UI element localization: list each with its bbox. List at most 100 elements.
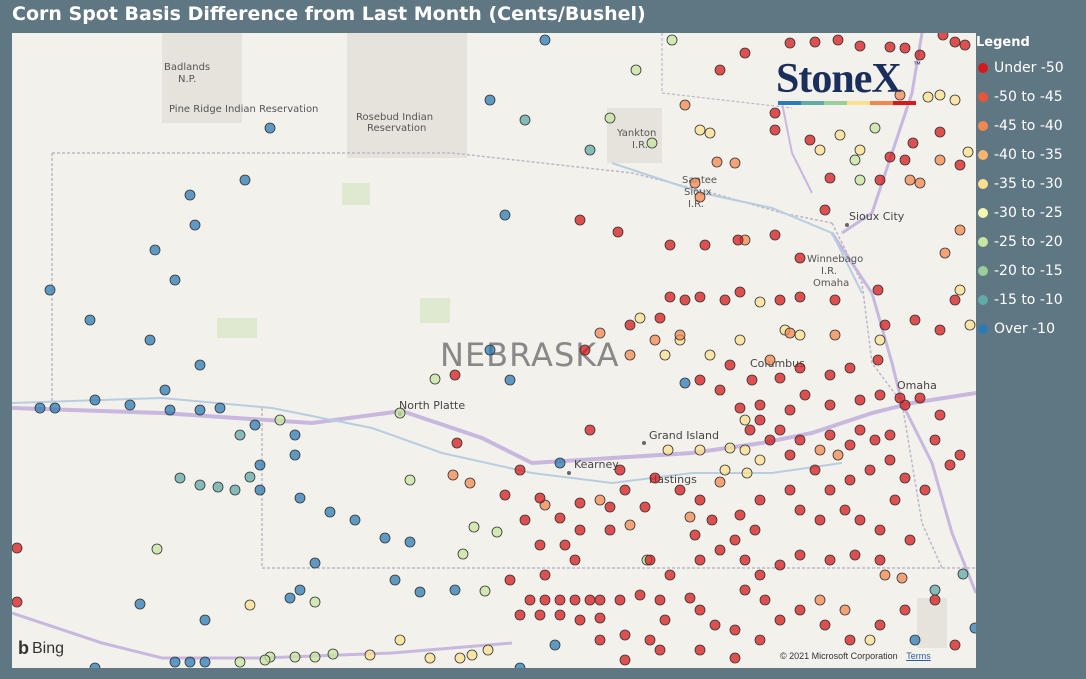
elevator-point[interactable] bbox=[874, 524, 886, 536]
elevator-point[interactable] bbox=[539, 594, 551, 606]
elevator-point[interactable] bbox=[429, 373, 441, 385]
elevator-point[interactable] bbox=[679, 99, 691, 111]
elevator-point[interactable] bbox=[504, 574, 516, 586]
elevator-point[interactable] bbox=[724, 442, 736, 454]
elevator-point[interactable] bbox=[574, 497, 586, 509]
elevator-point[interactable] bbox=[309, 557, 321, 569]
elevator-point[interactable] bbox=[714, 476, 726, 488]
elevator-point[interactable] bbox=[684, 592, 696, 604]
elevator-point[interactable] bbox=[199, 656, 211, 668]
elevator-point[interactable] bbox=[754, 454, 766, 466]
elevator-point[interactable] bbox=[794, 329, 806, 341]
elevator-point[interactable] bbox=[679, 377, 691, 389]
elevator-point[interactable] bbox=[569, 594, 581, 606]
legend-item[interactable]: Over -10 bbox=[978, 319, 1055, 339]
elevator-point[interactable] bbox=[769, 124, 781, 136]
elevator-point[interactable] bbox=[294, 584, 306, 596]
elevator-point[interactable] bbox=[289, 449, 301, 461]
legend-item[interactable]: Under -50 bbox=[978, 58, 1064, 78]
elevator-point[interactable] bbox=[612, 226, 624, 238]
elevator-point[interactable] bbox=[594, 634, 606, 646]
elevator-point[interactable] bbox=[832, 34, 844, 46]
elevator-point[interactable] bbox=[524, 594, 536, 606]
elevator-point[interactable] bbox=[604, 524, 616, 536]
elevator-point[interactable] bbox=[739, 584, 751, 596]
elevator-point[interactable] bbox=[759, 594, 771, 606]
elevator-point[interactable] bbox=[124, 399, 136, 411]
elevator-point[interactable] bbox=[929, 434, 941, 446]
elevator-point[interactable] bbox=[394, 634, 406, 646]
elevator-point[interactable] bbox=[604, 112, 616, 124]
elevator-point[interactable] bbox=[774, 294, 786, 306]
elevator-point[interactable] bbox=[949, 294, 961, 306]
elevator-point[interactable] bbox=[414, 586, 426, 598]
elevator-point[interactable] bbox=[784, 484, 796, 496]
elevator-point[interactable] bbox=[619, 654, 631, 666]
elevator-point[interactable] bbox=[34, 402, 46, 414]
elevator-point[interactable] bbox=[584, 144, 596, 156]
elevator-point[interactable] bbox=[619, 484, 631, 496]
elevator-point[interactable] bbox=[744, 424, 756, 436]
elevator-point[interactable] bbox=[454, 652, 466, 664]
elevator-point[interactable] bbox=[634, 589, 646, 601]
legend-item[interactable]: -45 to -40 bbox=[978, 116, 1063, 136]
elevator-point[interactable] bbox=[482, 644, 494, 656]
elevator-point[interactable] bbox=[824, 554, 836, 566]
elevator-point[interactable] bbox=[814, 144, 826, 156]
elevator-point[interactable] bbox=[774, 372, 786, 384]
elevator-point[interactable] bbox=[684, 511, 696, 523]
elevator-point[interactable] bbox=[451, 437, 463, 449]
elevator-point[interactable] bbox=[649, 472, 661, 484]
elevator-point[interactable] bbox=[584, 424, 596, 436]
elevator-point[interactable] bbox=[689, 177, 701, 189]
elevator-point[interactable] bbox=[284, 592, 296, 604]
elevator-point[interactable] bbox=[774, 614, 786, 626]
elevator-point[interactable] bbox=[184, 656, 196, 668]
elevator-point[interactable] bbox=[964, 319, 976, 331]
elevator-point[interactable] bbox=[814, 594, 826, 606]
elevator-point[interactable] bbox=[404, 536, 416, 548]
elevator-point[interactable] bbox=[674, 484, 686, 496]
elevator-point[interactable] bbox=[624, 319, 636, 331]
elevator-point[interactable] bbox=[844, 362, 856, 374]
elevator-point[interactable] bbox=[594, 612, 606, 624]
elevator-point[interactable] bbox=[394, 407, 406, 419]
elevator-point[interactable] bbox=[754, 399, 766, 411]
elevator-point[interactable] bbox=[934, 154, 946, 166]
elevator-point[interactable] bbox=[819, 204, 831, 216]
elevator-point[interactable] bbox=[864, 464, 876, 476]
elevator-point[interactable] bbox=[794, 291, 806, 303]
elevator-point[interactable] bbox=[449, 584, 461, 596]
elevator-point[interactable] bbox=[584, 594, 596, 606]
elevator-point[interactable] bbox=[644, 634, 656, 646]
elevator-point[interactable] bbox=[957, 568, 969, 580]
elevator-point[interactable] bbox=[864, 634, 876, 646]
elevator-point[interactable] bbox=[814, 514, 826, 526]
elevator-point[interactable] bbox=[734, 334, 746, 346]
elevator-point[interactable] bbox=[934, 409, 946, 421]
elevator-point[interactable] bbox=[739, 444, 751, 456]
elevator-point[interactable] bbox=[844, 439, 856, 451]
elevator-point[interactable] bbox=[899, 472, 911, 484]
elevator-point[interactable] bbox=[884, 429, 896, 441]
elevator-point[interactable] bbox=[809, 36, 821, 48]
elevator-point[interactable] bbox=[519, 514, 531, 526]
elevator-point[interactable] bbox=[954, 449, 966, 461]
elevator-point[interactable] bbox=[559, 539, 571, 551]
elevator-point[interactable] bbox=[289, 429, 301, 441]
elevator-point[interactable] bbox=[934, 89, 946, 101]
elevator-point[interactable] bbox=[674, 329, 686, 341]
elevator-point[interactable] bbox=[844, 634, 856, 646]
elevator-point[interactable] bbox=[484, 344, 496, 356]
legend-item[interactable]: -20 to -15 bbox=[978, 261, 1063, 281]
elevator-point[interactable] bbox=[949, 94, 961, 106]
elevator-point[interactable] bbox=[939, 247, 951, 259]
elevator-point[interactable] bbox=[194, 359, 206, 371]
elevator-point[interactable] bbox=[711, 156, 723, 168]
elevator-point[interactable] bbox=[574, 524, 586, 536]
elevator-point[interactable] bbox=[134, 598, 146, 610]
elevator-point[interactable] bbox=[839, 504, 851, 516]
elevator-point[interactable] bbox=[741, 467, 753, 479]
elevator-point[interactable] bbox=[874, 334, 886, 346]
elevator-point[interactable] bbox=[896, 572, 908, 584]
